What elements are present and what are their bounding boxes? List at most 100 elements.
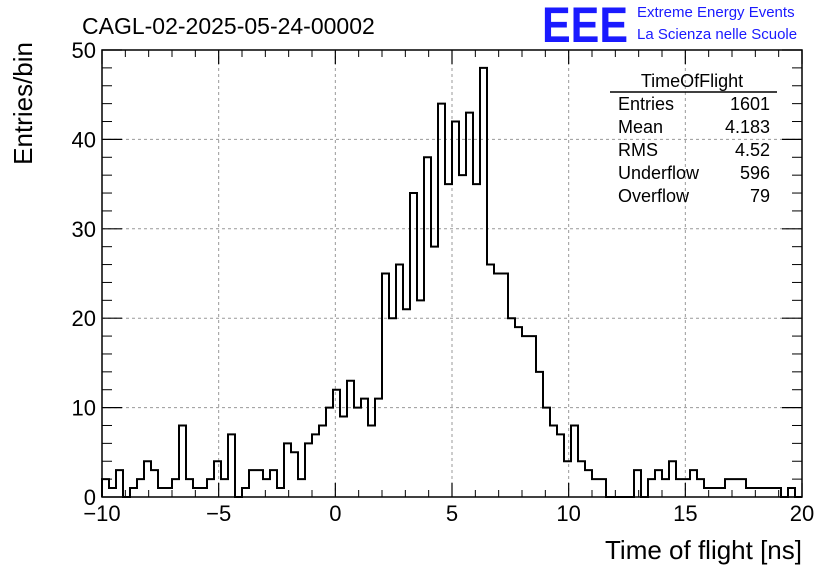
- y-tick-label: 40: [72, 127, 96, 152]
- histogram-bin: [543, 408, 550, 497]
- histogram-bin: [522, 336, 529, 497]
- stats-label-mean: Mean: [618, 117, 663, 137]
- histogram-bin: [242, 488, 249, 497]
- stats-box: TimeOfFlight Entries 1601 Mean 4.183 RMS…: [610, 71, 777, 206]
- histogram-bin: [172, 479, 179, 497]
- x-axis-title: Time of flight [ns]: [605, 535, 802, 565]
- histogram-bin: [662, 479, 669, 497]
- histogram-bin: [494, 274, 501, 498]
- histogram-bin: [200, 488, 207, 497]
- histogram-bin: [326, 408, 333, 497]
- histogram-bin: [788, 488, 795, 497]
- histogram-bin: [347, 381, 354, 497]
- x-tick-label: −10: [83, 501, 120, 526]
- histogram-bin: [725, 479, 732, 497]
- histogram-bin: [270, 470, 277, 497]
- histogram-bin: [592, 479, 599, 497]
- histogram-bin: [564, 461, 571, 497]
- stats-title: TimeOfFlight: [641, 71, 743, 91]
- x-tick-label: 5: [446, 501, 458, 526]
- histogram-bin: [277, 488, 284, 497]
- stats-label-entries: Entries: [618, 94, 674, 114]
- histogram-bin: [648, 479, 655, 497]
- histogram-bin: [179, 425, 186, 497]
- histogram-bin: [473, 184, 480, 497]
- stats-value-rms: 4.52: [735, 140, 770, 160]
- histogram-bin: [704, 488, 711, 497]
- y-tick-label: 30: [72, 217, 96, 242]
- histogram-bin: [410, 193, 417, 497]
- x-tick-label: −5: [206, 501, 231, 526]
- histogram-bin: [445, 184, 452, 497]
- histogram-bin: [193, 488, 200, 497]
- histogram-bin: [221, 479, 228, 497]
- histogram-bin: [466, 113, 473, 497]
- histogram-bin: [137, 479, 144, 497]
- histogram-bin: [340, 417, 347, 497]
- histogram-bin: [774, 488, 781, 497]
- histogram-bin: [102, 479, 109, 497]
- histogram-bin: [508, 318, 515, 497]
- histogram-bin: [669, 461, 676, 497]
- histogram-bin: [256, 470, 263, 497]
- histogram-bin: [165, 488, 172, 497]
- stats-value-entries: 1601: [730, 94, 770, 114]
- histogram-bin: [711, 488, 718, 497]
- histogram-bin: [480, 68, 487, 497]
- histogram-bin: [151, 470, 158, 497]
- histogram-bin: [214, 461, 221, 497]
- histogram-bin: [746, 488, 753, 497]
- histogram-bin: [396, 265, 403, 497]
- histogram-bin: [739, 479, 746, 497]
- histogram-bin: [697, 479, 704, 497]
- histogram-bin: [690, 470, 697, 497]
- y-tick-label: 50: [72, 38, 96, 63]
- histogram-bin: [249, 470, 256, 497]
- histogram-bin: [438, 104, 445, 497]
- histogram-bin: [760, 488, 767, 497]
- histogram-bin: [487, 265, 494, 497]
- histogram-bin: [291, 452, 298, 497]
- histogram-bin: [284, 443, 291, 497]
- stats-label-overflow: Overflow: [618, 186, 690, 206]
- histogram-bin: [550, 425, 557, 497]
- stats-value-underflow: 596: [740, 163, 770, 183]
- histogram-bin: [298, 479, 305, 497]
- histogram-bin: [459, 175, 466, 497]
- histogram-bin: [683, 479, 690, 497]
- histogram-bin: [116, 470, 123, 497]
- stats-value-mean: 4.183: [725, 117, 770, 137]
- x-tick-label: 10: [556, 501, 580, 526]
- histogram-bin: [732, 479, 739, 497]
- histogram-bin: [578, 461, 585, 497]
- stats-value-overflow: 79: [750, 186, 770, 206]
- histogram-bin: [186, 479, 193, 497]
- histogram-bin: [130, 488, 137, 497]
- histogram-bin: [109, 488, 116, 497]
- histogram-bin: [389, 318, 396, 497]
- histogram-bin: [718, 488, 725, 497]
- histogram-bin: [361, 399, 368, 497]
- histogram-bin: [557, 434, 564, 497]
- histogram-bin: [501, 274, 508, 498]
- x-tick-label: 15: [673, 501, 697, 526]
- histogram-bin: [585, 470, 592, 497]
- histogram-bin: [655, 470, 662, 497]
- histogram-step-line: [101, 66, 802, 498]
- logo-letters: EEE: [542, 0, 628, 53]
- histogram-bin: [753, 488, 760, 497]
- stats-label-underflow: Underflow: [618, 163, 700, 183]
- histogram-bin: [382, 274, 389, 498]
- eee-logo: EEE Extreme Energy Events La Scienza nel…: [542, 0, 797, 53]
- stats-label-rms: RMS: [618, 140, 658, 160]
- histogram-bin: [417, 300, 424, 497]
- histogram-bin: [599, 479, 606, 497]
- histogram-bin: [403, 309, 410, 497]
- histogram-bin: [319, 425, 326, 497]
- histogram-bin: [431, 247, 438, 497]
- histogram-bin: [515, 327, 522, 497]
- histogram-bin: [571, 425, 578, 497]
- histogram-bin: [305, 443, 312, 497]
- logo-line-1: Extreme Energy Events: [637, 4, 795, 21]
